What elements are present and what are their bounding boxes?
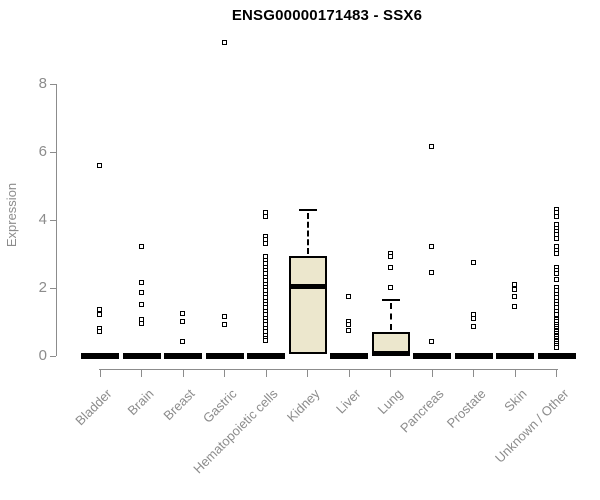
outlier-point (138, 290, 144, 296)
collapsed-box (413, 353, 452, 359)
outlier-point (429, 244, 435, 250)
outlier-point (180, 310, 186, 316)
x-axis-tick (390, 369, 392, 377)
outlier-point (553, 213, 559, 219)
outlier-point (97, 307, 103, 313)
collapsed-box (81, 353, 120, 359)
y-tick-label: 8 (38, 75, 47, 92)
outlier-point (512, 303, 518, 309)
collapsed-box (164, 353, 203, 359)
outlier-point (97, 162, 103, 168)
whisker-cap (298, 208, 317, 211)
outlier-point (180, 339, 186, 345)
outlier-point (512, 281, 518, 287)
y-axis-tick (50, 287, 56, 289)
outlier-point (180, 319, 186, 324)
outlier-point (387, 285, 393, 290)
outlier-point (553, 235, 559, 241)
whisker-line (306, 212, 309, 254)
x-axis-line (99, 369, 558, 370)
outlier-point (221, 322, 227, 328)
x-axis-tick (99, 369, 101, 377)
y-tick-label: 0 (38, 347, 47, 364)
whisker-cap (381, 298, 400, 301)
outlier-point (553, 271, 559, 277)
whisker-line (389, 302, 392, 331)
outlier-point (553, 251, 559, 256)
outlier-point (346, 322, 352, 328)
collapsed-box (330, 353, 369, 359)
outlier-point (346, 293, 352, 299)
outlier-point (470, 259, 476, 265)
outlier-point (346, 327, 352, 333)
x-axis-tick (348, 369, 350, 377)
y-axis-tick (50, 219, 56, 221)
outlier-point (138, 320, 144, 326)
collapsed-box (205, 353, 244, 359)
collapsed-box (496, 353, 535, 359)
outlier-point (221, 40, 227, 46)
outlier-point (512, 293, 518, 299)
x-axis-tick (265, 369, 267, 377)
collapsed-box (247, 353, 286, 359)
y-tick-label: 2 (38, 279, 47, 296)
median-line (288, 283, 327, 289)
median-line (371, 351, 410, 357)
outlier-point (138, 244, 144, 250)
outlier-point (263, 240, 269, 246)
box (288, 255, 327, 355)
outlier-point (553, 344, 559, 350)
x-axis-tick (473, 369, 475, 377)
x-axis-tick (141, 369, 143, 377)
outlier-point (429, 339, 435, 345)
outlier-point (138, 302, 144, 307)
outlier-point (97, 312, 103, 318)
outlier-point (138, 279, 144, 285)
chart-title: ENSG00000171483 - SSX6 (231, 7, 423, 24)
outlier-point (470, 315, 476, 321)
outlier-point (387, 254, 393, 260)
y-tick-label: 4 (38, 211, 47, 228)
outlier-point (263, 337, 269, 343)
y-axis-label: Expression (4, 182, 19, 248)
y-axis-tick (50, 151, 56, 153)
outlier-point (553, 276, 559, 282)
outlier-point (387, 264, 393, 270)
collapsed-box (454, 353, 493, 359)
x-axis-tick (182, 369, 184, 377)
outlier-point (470, 324, 476, 330)
outlier-point (429, 143, 435, 149)
x-axis-tick (307, 369, 309, 377)
x-axis-tick (431, 369, 433, 377)
y-tick-label: 6 (38, 143, 47, 160)
x-axis-tick (514, 369, 516, 377)
collapsed-box (122, 353, 161, 359)
y-axis-tick (50, 83, 56, 85)
collapsed-box (537, 353, 576, 359)
x-axis-tick (224, 369, 226, 377)
y-axis-tick (50, 355, 56, 357)
y-axis-line (56, 84, 57, 356)
outlier-point (429, 269, 435, 275)
outlier-point (512, 286, 518, 292)
x-axis-tick (556, 369, 558, 377)
outlier-point (221, 313, 227, 319)
outlier-point (97, 329, 103, 335)
outlier-point (263, 213, 269, 219)
